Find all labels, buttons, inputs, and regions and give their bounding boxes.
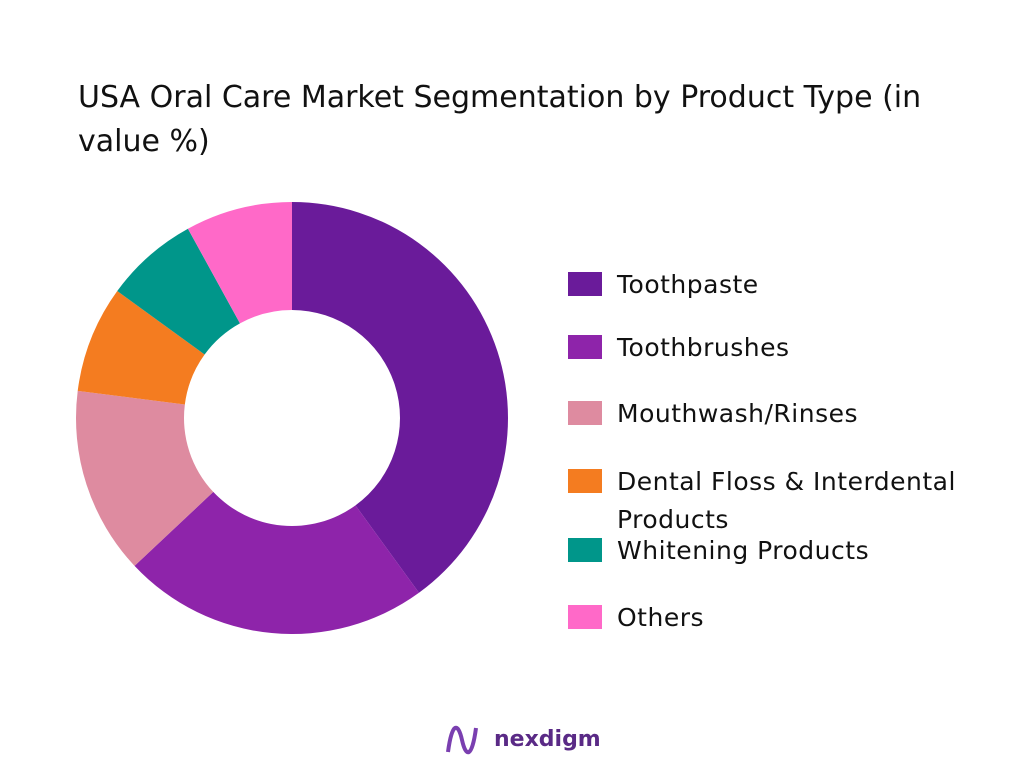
legend-swatch — [568, 335, 602, 359]
legend-item: Toothbrushes — [568, 329, 987, 367]
legend-label: Others — [617, 603, 705, 632]
legend-item: Whitening Products — [568, 532, 987, 570]
donut-segment — [292, 202, 508, 593]
donut-segment — [75, 390, 214, 566]
donut-segment — [77, 291, 205, 405]
legend-item: Dental Floss & Interdental Products — [568, 463, 987, 539]
donut-segment — [134, 491, 419, 634]
legend-swatch — [568, 605, 602, 629]
legend-swatch — [568, 469, 602, 493]
legend-item: Toothpaste — [568, 266, 987, 304]
legend-label: Dental Floss & Interdental Products — [617, 467, 956, 534]
legend-swatch — [568, 538, 602, 562]
legend-item: Mouthwash/Rinses — [568, 395, 987, 433]
legend-label: Mouthwash/Rinses — [617, 399, 859, 428]
chart-title: USA Oral Care Market Segmentation by Pro… — [78, 80, 922, 159]
logo-wave — [446, 725, 478, 755]
donut-chart — [75, 202, 508, 634]
legend-swatch — [568, 401, 602, 425]
donut-segment — [187, 202, 292, 324]
logo-icon — [446, 725, 478, 755]
legend-label: Toothbrushes — [617, 333, 790, 362]
legend-label: Whitening Products — [617, 536, 870, 565]
brand-logo: nexdigm — [494, 727, 601, 752]
donut-segment — [117, 228, 240, 355]
legend-swatch — [568, 272, 602, 296]
legend-label: Toothpaste — [617, 270, 759, 299]
legend-item: Others — [568, 599, 987, 637]
